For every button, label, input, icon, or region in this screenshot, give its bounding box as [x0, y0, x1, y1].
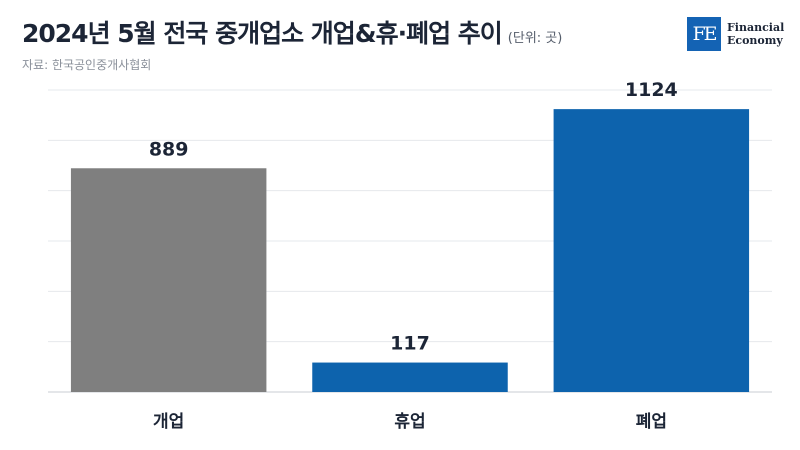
- value-label-3: 1124: [625, 79, 678, 101]
- category-label-2: 휴업: [394, 411, 425, 432]
- brand-line-1: Financial: [727, 21, 785, 34]
- category-label-3: 폐업: [636, 412, 667, 432]
- brand-mark: FE: [687, 17, 721, 51]
- unit-label: (단위: 곳): [507, 31, 563, 46]
- chart-title: 2024년 5월 전국 중개업소 개업&휴·폐업 추이: [22, 19, 503, 48]
- title-row: 2024년 5월 전국 중개업소 개업&휴·폐업 추이 (단위: 곳): [22, 14, 602, 50]
- bars: [70, 109, 750, 393]
- bar-3: [553, 109, 750, 393]
- brand-text: Financial Economy: [727, 21, 784, 47]
- value-label-2: 117: [390, 333, 430, 355]
- bar-1: [70, 168, 267, 392]
- bar-2: [312, 362, 508, 392]
- value-labels: 889 117 1124: [149, 79, 678, 354]
- category-labels: 개업 휴업 폐업: [153, 411, 667, 432]
- category-label-1: 개업: [153, 412, 184, 432]
- brand-logo: FE Financial Economy: [687, 14, 797, 54]
- brand-line-2: Economy: [727, 34, 783, 47]
- value-label-1: 889: [149, 138, 189, 160]
- source-label: 자료: 한국공인중개사협회: [22, 58, 152, 72]
- chart-header: 2024년 5월 전국 중개업소 개업&휴·폐업 추이 (단위: 곳) 자료: …: [22, 14, 602, 73]
